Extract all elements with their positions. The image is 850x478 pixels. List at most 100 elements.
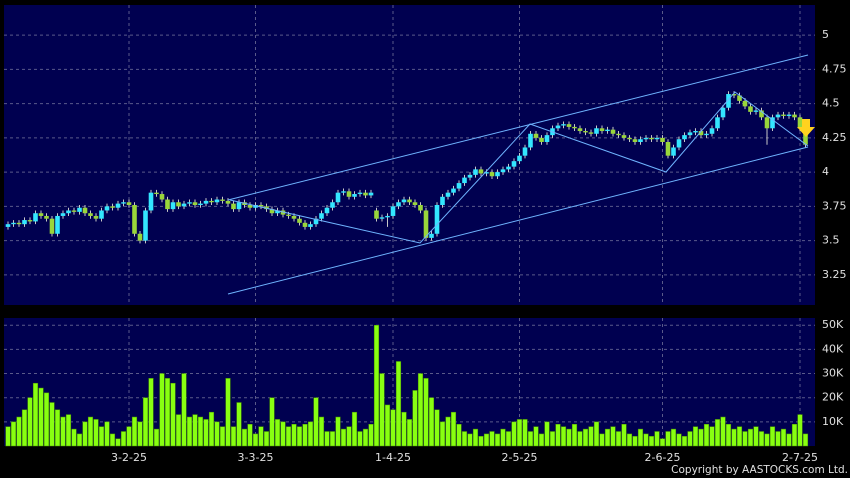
volume-bar xyxy=(681,436,688,447)
candle-body xyxy=(170,202,176,210)
candle-body xyxy=(605,129,610,132)
candle-body xyxy=(649,137,654,140)
candle-body xyxy=(440,196,445,205)
volume-bar xyxy=(126,426,132,447)
volume-bar xyxy=(71,428,77,447)
candle-body xyxy=(429,233,434,238)
volume-bar xyxy=(82,421,88,447)
candle-body xyxy=(759,110,764,118)
y-tick-label: 4.25 xyxy=(822,131,847,144)
volume-bar xyxy=(450,411,457,447)
candle-body xyxy=(363,192,368,196)
candle-body xyxy=(121,202,126,204)
candle-body xyxy=(418,205,423,211)
candle-body xyxy=(456,183,462,189)
candle-body xyxy=(726,94,731,108)
candle-body xyxy=(451,188,456,193)
volume-bar xyxy=(54,409,61,447)
candle-body xyxy=(467,174,473,178)
volume-bar xyxy=(758,431,765,447)
candle-body xyxy=(511,161,517,167)
candle-body xyxy=(159,194,165,200)
y-tick-label: 40K xyxy=(822,342,844,355)
y-tick-label: 3.25 xyxy=(822,268,847,281)
volume-bar xyxy=(588,426,594,447)
candle-body xyxy=(500,169,506,173)
volume-bar xyxy=(401,411,407,447)
volume-bar xyxy=(98,426,105,447)
candle-body xyxy=(126,202,132,205)
candle-body xyxy=(731,94,737,96)
volume-bar xyxy=(599,433,605,447)
volume-bar xyxy=(252,433,259,447)
volume-bar xyxy=(131,416,138,447)
volume-bar xyxy=(21,409,28,447)
volume-bar xyxy=(285,426,292,447)
candle-body xyxy=(401,199,407,203)
candle-body xyxy=(165,199,170,210)
volume-bar xyxy=(164,378,171,447)
y-tick-label: 4.5 xyxy=(822,97,840,110)
volume-bar xyxy=(780,428,787,447)
volume-bar xyxy=(148,378,154,447)
volume-bar xyxy=(538,433,545,447)
candle-body xyxy=(181,203,187,207)
candle-body xyxy=(423,210,429,238)
candle-body xyxy=(396,202,401,207)
volume-bar xyxy=(615,431,622,447)
candle-body xyxy=(16,222,22,225)
candle-body xyxy=(764,117,770,129)
volume-bar xyxy=(269,397,275,447)
volume-bar xyxy=(549,431,556,447)
volume-bar xyxy=(351,411,358,447)
volume-bar xyxy=(192,414,198,447)
candle-body xyxy=(253,205,258,208)
volume-bar xyxy=(797,414,803,447)
candle-body xyxy=(115,203,121,208)
candle-body xyxy=(632,139,638,142)
volume-bar xyxy=(670,428,677,447)
candle-body xyxy=(610,129,616,134)
y-tick-label: 3.5 xyxy=(822,234,840,247)
volume-bar xyxy=(445,416,451,447)
volume-bar xyxy=(687,431,693,447)
candle-body xyxy=(561,124,566,126)
candle-body xyxy=(214,199,220,203)
candle-body xyxy=(110,206,115,208)
volume-bar xyxy=(566,428,572,447)
candle-body xyxy=(654,137,660,140)
volume-bar xyxy=(225,378,231,447)
candle-body xyxy=(313,218,319,225)
volume-bar xyxy=(16,416,22,447)
candle-body xyxy=(676,139,682,148)
volume-bar xyxy=(533,426,539,447)
candle-body xyxy=(660,137,665,142)
volume-bar xyxy=(313,397,319,447)
candle-body xyxy=(621,135,627,138)
volume-bar xyxy=(65,414,72,447)
volume-bar xyxy=(428,397,435,447)
volume-bar xyxy=(472,428,479,447)
candle-body xyxy=(308,224,313,227)
copyright: Copyright by AASTOCKS.com Ltd. xyxy=(671,464,848,476)
channel-lower xyxy=(227,146,809,295)
candle-body xyxy=(748,106,753,112)
candle-body xyxy=(324,207,330,214)
volume-bar xyxy=(318,416,325,447)
volume-bar xyxy=(368,424,374,447)
candle-body xyxy=(737,95,742,101)
candle-body xyxy=(478,169,484,174)
candle-body xyxy=(544,135,550,142)
candle-body xyxy=(720,107,726,118)
candle-body xyxy=(489,172,495,177)
volume-bar xyxy=(775,431,781,447)
candle-body xyxy=(346,191,352,197)
candle-body xyxy=(462,177,467,184)
volume-bar xyxy=(142,397,149,447)
candle-body xyxy=(225,200,231,204)
volume-bar xyxy=(263,431,270,447)
volume-bar xyxy=(395,361,402,447)
volume-bar xyxy=(802,433,809,447)
volume-bar xyxy=(483,433,490,447)
volume-bar xyxy=(406,419,413,447)
